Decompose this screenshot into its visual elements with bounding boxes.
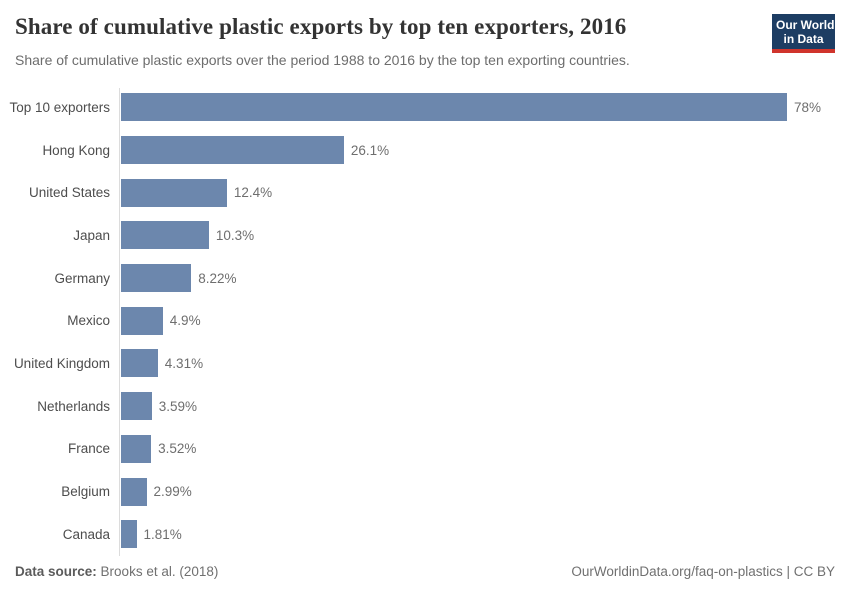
owid-logo-line1: Our World [776, 18, 835, 32]
bar[interactable] [121, 520, 137, 549]
y-axis-line [119, 88, 120, 556]
category-label: Top 10 exporters [9, 99, 110, 115]
bar-chart: Top 10 exporters 78% Hong Kong 26.1% United … [0, 86, 850, 556]
bar-row: Netherlands 3.59% [0, 385, 850, 428]
bar[interactable] [121, 349, 158, 378]
value-label: 4.9% [169, 313, 201, 329]
bar-row: United Kingdom 4.31% [0, 342, 850, 385]
value-label: 26.1% [350, 142, 390, 158]
data-source: Data source: Brooks et al. (2018) [15, 564, 218, 579]
data-source-label: Data source: [15, 564, 97, 579]
value-label: 3.59% [158, 398, 197, 414]
bar-row: Top 10 exporters 78% [0, 86, 850, 129]
category-label: United Kingdom [13, 355, 110, 371]
data-source-text: Brooks et al. (2018) [100, 564, 219, 579]
category-label: Hong Kong [42, 142, 110, 158]
bar[interactable] [121, 221, 209, 250]
owid-logo-line2: in Data [783, 32, 824, 46]
bar[interactable] [121, 434, 152, 463]
chart-header: Share of cumulative plastic exports by t… [15, 13, 750, 69]
category-label: United States [28, 185, 110, 201]
value-label: 12.4% [233, 185, 273, 201]
value-label: 78% [794, 99, 822, 115]
bar[interactable] [121, 392, 152, 421]
page-title: Share of cumulative plastic exports by t… [15, 14, 627, 39]
bar[interactable] [121, 264, 192, 293]
value-label: 8.22% [198, 270, 237, 286]
category-label: Canada [62, 526, 110, 542]
chart-footer: Data source: Brooks et al. (2018) OurWor… [15, 564, 835, 579]
bar-row: Germany 8.22% [0, 257, 850, 300]
category-label: Japan [73, 227, 110, 243]
bar[interactable] [121, 93, 787, 122]
bar-row: Belgium 2.99% [0, 470, 850, 513]
category-label: Netherlands [37, 398, 110, 414]
value-label: 3.52% [158, 441, 197, 457]
bar[interactable] [121, 136, 344, 165]
bar-row: France 3.52% [0, 428, 850, 471]
category-label: Germany [54, 270, 110, 286]
bar[interactable] [121, 306, 163, 335]
bar-rows-container: Top 10 exporters 78% Hong Kong 26.1% United … [0, 86, 850, 556]
owid-logo: Our World in Data [772, 14, 835, 53]
bar[interactable] [121, 178, 227, 207]
bar-row: Hong Kong 26.1% [0, 129, 850, 172]
category-label: France [67, 441, 110, 457]
category-label: Belgium [61, 484, 110, 500]
value-label: 4.31% [164, 355, 204, 371]
value-label: 10.3% [215, 227, 255, 243]
bar[interactable] [121, 477, 147, 506]
bar-row: United States 12.4% [0, 171, 850, 214]
value-label: 1.81% [143, 526, 182, 542]
license-note: OurWorldinData.org/faq-on-plastics | CC … [571, 564, 835, 579]
value-label: 2.99% [153, 484, 192, 500]
category-label: Mexico [67, 313, 110, 329]
page-subtitle: Share of cumulative plastic exports over… [15, 51, 630, 68]
bar-row: Canada 1.81% [0, 513, 850, 556]
bar-row: Mexico 4.9% [0, 299, 850, 342]
bar-row: Japan 10.3% [0, 214, 850, 257]
